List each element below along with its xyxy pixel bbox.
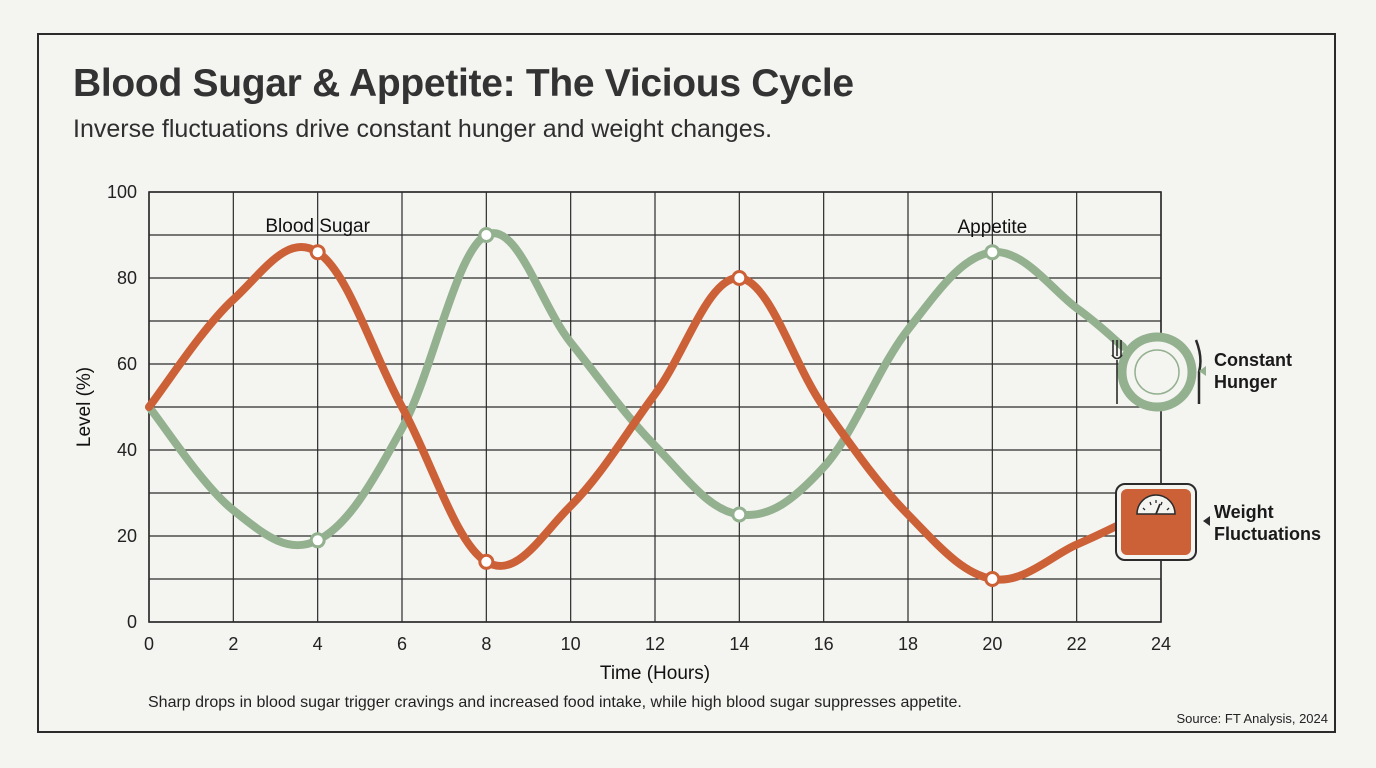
callout-hunger-line1: Constant <box>1214 350 1292 370</box>
x-tick-label: 14 <box>729 634 749 654</box>
x-tick-label: 6 <box>397 634 407 654</box>
data-point-appetite <box>309 532 326 549</box>
x-tick-label: 24 <box>1151 634 1171 654</box>
y-tick-label: 40 <box>117 440 137 460</box>
series-line-blood-sugar <box>145 243 1136 584</box>
x-tick-label: 12 <box>645 634 665 654</box>
bathroom-scale-icon <box>1115 483 1210 561</box>
x-tick-label: 16 <box>814 634 834 654</box>
y-tick-label: 60 <box>117 354 137 374</box>
x-tick-label: 22 <box>1067 634 1087 654</box>
data-point-appetite <box>478 227 495 243</box>
y-tick-label: 100 <box>107 182 137 202</box>
data-point-blood-sugar <box>984 571 1001 587</box>
data-point-blood-sugar <box>731 270 748 286</box>
data-point-blood-sugar <box>309 244 326 261</box>
x-tick-label: 8 <box>481 634 491 654</box>
x-tick-label: 4 <box>313 634 323 654</box>
source-note: Source: FT Analysis, 2024 <box>1176 711 1328 726</box>
chart-title: Blood Sugar & Appetite: The Vicious Cycl… <box>73 62 854 105</box>
chart-subtitle: Inverse fluctuations drive constant hung… <box>73 115 773 143</box>
data-point-blood-sugar <box>478 553 495 570</box>
x-tick-label: 18 <box>898 634 918 654</box>
data-point-appetite <box>984 244 1001 261</box>
x-tick-label: 0 <box>144 634 154 654</box>
chart-grid <box>148 191 1162 623</box>
series-line-appetite <box>145 229 1128 550</box>
y-tick-label: 0 <box>127 612 137 632</box>
data-point-appetite <box>731 506 748 523</box>
x-tick-label: 10 <box>561 634 581 654</box>
plate-fork-knife-icon <box>1111 332 1206 412</box>
series-label-appetite: Appetite <box>957 217 1027 238</box>
callout-weight-line1: Weight <box>1214 502 1274 522</box>
chart-markers <box>309 227 1001 587</box>
y-tick-label: 20 <box>117 526 137 546</box>
y-tick-label: 80 <box>117 268 137 288</box>
callout-hunger-line2: Hunger <box>1214 372 1277 392</box>
series-label-blood-sugar: Blood Sugar <box>265 216 370 237</box>
x-axis-label: Time (Hours) <box>600 663 710 684</box>
chart-caption: Sharp drops in blood sugar trigger cravi… <box>148 694 962 711</box>
chart-frame <box>37 33 1336 733</box>
callout-weight-line2: Fluctuations <box>1214 524 1321 544</box>
x-tick-label: 20 <box>982 634 1002 654</box>
y-axis-label: Level (%) <box>74 367 95 447</box>
x-tick-label: 2 <box>228 634 238 654</box>
